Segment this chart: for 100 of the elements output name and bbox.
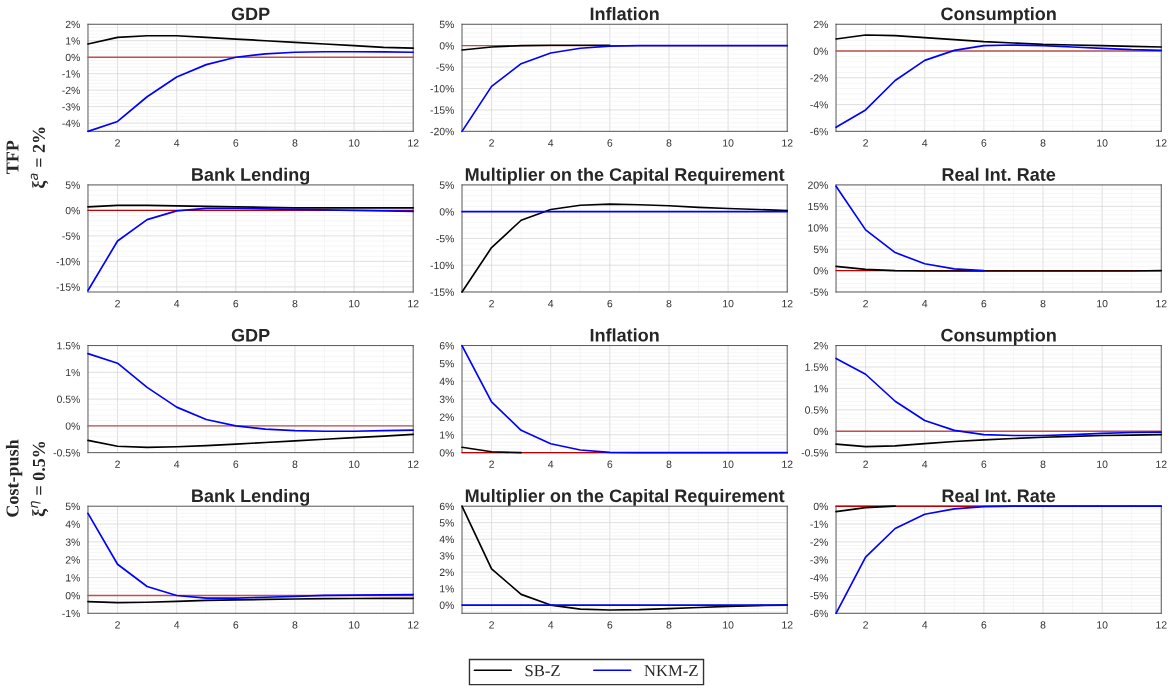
x-tick-label: 6 bbox=[981, 139, 987, 147]
y-tick-label: 10% bbox=[808, 224, 829, 232]
y-tick-label: 0% bbox=[65, 53, 80, 62]
x-tick-label: 10 bbox=[1097, 460, 1108, 468]
y-tick-label: 1% bbox=[814, 384, 829, 393]
y-tick-label: 0% bbox=[439, 449, 454, 457]
y-tick-label: 3% bbox=[65, 538, 80, 546]
x-tick-label: 2 bbox=[115, 621, 120, 629]
y-tick-label: 1% bbox=[440, 431, 454, 439]
y-tick-label: 6% bbox=[439, 502, 454, 511]
x-tick-label: 8 bbox=[666, 460, 672, 468]
x-tick-label: 8 bbox=[666, 621, 672, 629]
chart-title: Consumption bbox=[941, 7, 1056, 24]
x-tick-label: 6 bbox=[233, 139, 239, 147]
x-tick-label: 2 bbox=[863, 299, 868, 308]
x-tick-label: 4 bbox=[174, 139, 180, 147]
y-tick-label: 5% bbox=[65, 502, 80, 511]
x-tick-label: 2 bbox=[115, 299, 120, 308]
y-tick-label: 2% bbox=[439, 568, 454, 576]
y-tick-label: -3% bbox=[810, 556, 829, 564]
y-tick-label: 1% bbox=[440, 585, 454, 593]
x-tick-label: 2 bbox=[489, 460, 494, 468]
x-tick-label: 8 bbox=[292, 299, 298, 308]
x-tick-label: 10 bbox=[349, 460, 360, 468]
y-tick-label: -4% bbox=[810, 574, 829, 582]
y-tick-label: -5% bbox=[810, 288, 829, 296]
y-tick-label: -5% bbox=[810, 592, 829, 600]
x-tick-label: 6 bbox=[981, 621, 987, 629]
y-tick-label: 4% bbox=[439, 377, 454, 386]
x-tick-label: 12 bbox=[408, 299, 419, 308]
y-tick-label: -0.5% bbox=[53, 449, 80, 457]
x-tick-label: 6 bbox=[607, 299, 613, 308]
x-tick-label: 4 bbox=[548, 621, 554, 629]
y-tick-label: -15% bbox=[430, 288, 454, 296]
x-tick-label: 10 bbox=[1097, 139, 1108, 147]
y-tick-label: 0% bbox=[439, 208, 454, 216]
text: TFP bbox=[6, 140, 19, 174]
y-tick-label: 3% bbox=[439, 552, 454, 560]
y-tick-label: 1% bbox=[66, 37, 80, 45]
legend-label: SB-Z bbox=[525, 665, 560, 677]
y-tick-label: 3% bbox=[439, 395, 454, 403]
chart-title: Inflation bbox=[590, 328, 659, 342]
x-tick-label: 8 bbox=[1040, 460, 1046, 468]
y-tick-label: -10% bbox=[56, 257, 80, 266]
y-tick-label: 5% bbox=[813, 245, 829, 254]
x-tick-label: 2 bbox=[115, 139, 120, 147]
y-tick-label: 5% bbox=[65, 181, 80, 189]
x-tick-label: 4 bbox=[548, 300, 554, 308]
y-tick-label: 5% bbox=[439, 20, 454, 29]
y-tick-label: -2% bbox=[62, 86, 80, 94]
x-tick-label: 12 bbox=[782, 621, 793, 629]
y-tick-label: -5% bbox=[62, 232, 80, 240]
chart-title: Bank Lending bbox=[192, 488, 310, 506]
y-tick-label: 2% bbox=[813, 342, 829, 350]
x-tick-label: 10 bbox=[349, 621, 360, 629]
y-tick-label: 4% bbox=[439, 535, 454, 543]
y-tick-label: -10% bbox=[430, 85, 454, 93]
chart-title: Bank Lending bbox=[192, 167, 310, 185]
y-tick-label: -3% bbox=[62, 103, 80, 111]
x-tick-label: 8 bbox=[1040, 299, 1046, 308]
chart-title: Multiplier on the Capital Requirement bbox=[465, 488, 785, 506]
y-tick-label: 4% bbox=[65, 520, 80, 528]
y-tick-label: -6% bbox=[810, 127, 829, 136]
y-tick-label: -20% bbox=[430, 127, 454, 136]
y-tick-label: -2% bbox=[810, 538, 829, 546]
text: ξ$^{η}$ = 0.5% bbox=[30, 441, 49, 517]
x-tick-label: 2 bbox=[863, 139, 868, 147]
y-tick-label: 0% bbox=[813, 427, 829, 436]
y-tick-label: 2% bbox=[439, 413, 454, 421]
y-tick-label: -1% bbox=[810, 520, 829, 528]
x-tick-label: 6 bbox=[607, 139, 613, 147]
x-tick-label: 2 bbox=[863, 621, 868, 629]
y-tick-label: 5% bbox=[439, 181, 454, 189]
x-tick-label: 4 bbox=[174, 460, 180, 468]
chart-title: Consumption bbox=[941, 328, 1056, 346]
x-tick-label: 2 bbox=[489, 299, 494, 308]
x-tick-label: 6 bbox=[233, 460, 239, 468]
y-tick-label: 0.5% bbox=[805, 406, 829, 414]
x-tick-label: 10 bbox=[349, 299, 360, 308]
x-tick-label: 12 bbox=[782, 139, 793, 147]
x-tick-label: 10 bbox=[1097, 299, 1108, 308]
y-tick-label: -4% bbox=[810, 101, 829, 109]
x-tick-label: 12 bbox=[782, 460, 793, 468]
x-tick-label: 2 bbox=[863, 460, 868, 468]
y-tick-label: 0% bbox=[813, 502, 829, 511]
y-tick-label: 5% bbox=[439, 519, 454, 527]
x-tick-label: 4 bbox=[548, 139, 554, 147]
x-tick-label: 8 bbox=[292, 621, 298, 629]
y-tick-label: 0% bbox=[65, 591, 80, 600]
x-tick-label: 6 bbox=[981, 299, 987, 308]
chart-title: GDP bbox=[231, 328, 270, 342]
y-tick-label: 2% bbox=[65, 20, 80, 29]
y-tick-label: 0% bbox=[813, 47, 829, 55]
chart-title: Inflation bbox=[590, 7, 659, 21]
y-tick-label: -2% bbox=[810, 74, 829, 82]
y-tick-label: 1% bbox=[66, 574, 80, 582]
x-tick-label: 10 bbox=[723, 621, 734, 629]
x-tick-label: 10 bbox=[349, 139, 360, 147]
y-tick-label: 15% bbox=[808, 202, 829, 211]
chart-title: GDP bbox=[231, 7, 270, 21]
